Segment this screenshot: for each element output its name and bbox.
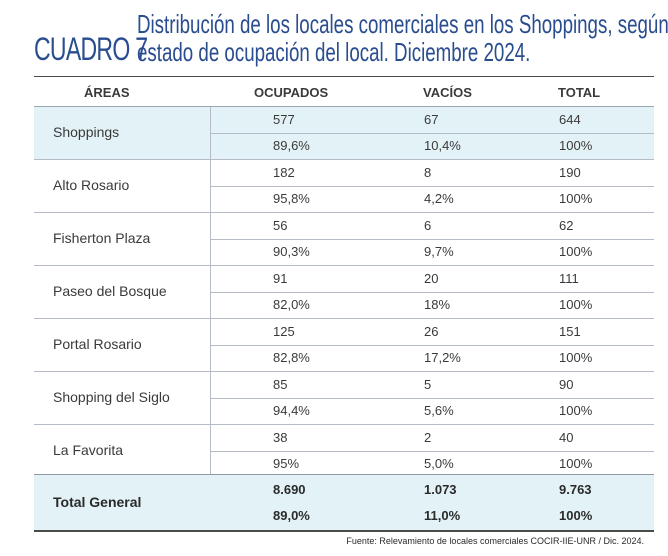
vacios-count: 2 xyxy=(424,430,432,445)
table-header-block: CUADRO 7 Distribución de los locales com… xyxy=(34,9,668,68)
vacios-pct: 17,2% xyxy=(424,350,461,365)
total-vacios-pct: 11,0% xyxy=(424,508,461,523)
divider xyxy=(210,133,654,134)
total-label: Total General xyxy=(53,494,142,510)
table-row: Fisherton Plaza 56 6 62 90,3% 9,7% 100% xyxy=(34,213,654,266)
vacios-pct: 5,6% xyxy=(424,403,454,418)
total-count: 62 xyxy=(559,218,574,233)
vacios-pct: 18% xyxy=(424,297,451,312)
total-total-pct: 100% xyxy=(559,508,593,523)
vacios-pct: 5,0% xyxy=(424,456,454,471)
title-line-2: estado de ocupación del local. Diciembre… xyxy=(137,37,531,67)
total-count: 151 xyxy=(559,324,581,339)
total-ocupados-pct: 89,0% xyxy=(273,508,310,523)
col-header-total: TOTAL xyxy=(558,85,601,100)
ocupados-count: 56 xyxy=(273,218,288,233)
total-count: 111 xyxy=(559,271,579,286)
vacios-pct: 4,2% xyxy=(424,191,454,206)
vacios-count: 8 xyxy=(424,165,432,180)
table-row: Alto Rosario 182 8 190 95,8% 4,2% 100% xyxy=(34,160,654,213)
table-row: Shopping del Siglo 85 5 90 94,4% 5,6% 10… xyxy=(34,372,654,425)
ocupados-pct: 82,8% xyxy=(273,350,310,365)
area-name: La Favorita xyxy=(53,442,124,458)
title-line-1: Distribución de los locales comerciales … xyxy=(137,9,668,39)
ocupados-pct: 94,4% xyxy=(273,403,310,418)
ocupados-count: 38 xyxy=(273,430,288,445)
ocupados-count: 91 xyxy=(273,271,288,286)
ocupados-pct: 89,6% xyxy=(273,138,310,153)
total-count: 644 xyxy=(559,112,581,127)
area-name: Shoppings xyxy=(53,124,120,140)
divider xyxy=(210,239,654,240)
source-note: Fuente: Relevamiento de locales comercia… xyxy=(346,536,644,546)
total-vacios-count: 1.073 xyxy=(424,482,457,497)
ocupados-pct: 90,3% xyxy=(273,244,310,259)
vacios-count: 26 xyxy=(424,324,439,339)
area-name: Shopping del Siglo xyxy=(53,389,170,405)
vacios-pct: 9,7% xyxy=(424,244,454,259)
table-row: Paseo del Bosque 91 20 111 82,0% 18% 100… xyxy=(34,266,654,319)
table-title: Distribución de los locales comerciales … xyxy=(137,9,668,67)
table-row: Shoppings 577 67 644 89,6% 10,4% 100% xyxy=(34,107,654,160)
col-header-vacios: VACÍOS xyxy=(423,85,472,100)
total-general-row: Total General 8.690 1.073 9.763 89,0% 11… xyxy=(34,474,654,532)
ocupados-pct: 82,0% xyxy=(273,297,310,312)
divider xyxy=(210,345,654,346)
total-pct: 100% xyxy=(559,191,593,206)
divider xyxy=(210,425,211,474)
total-count: 90 xyxy=(559,377,574,392)
total-ocupados-count: 8.690 xyxy=(273,482,306,497)
total-pct: 100% xyxy=(559,297,593,312)
divider xyxy=(210,398,654,399)
total-total-count: 9.763 xyxy=(559,482,592,497)
area-name: Paseo del Bosque xyxy=(53,283,167,299)
total-pct: 100% xyxy=(559,456,593,471)
ocupados-count: 125 xyxy=(273,324,295,339)
vacios-pct: 10,4% xyxy=(424,138,461,153)
vacios-count: 6 xyxy=(424,218,432,233)
area-name: Alto Rosario xyxy=(53,177,130,193)
divider xyxy=(210,292,654,293)
table-row: La Favorita 38 2 40 95% 5,0% 100% xyxy=(34,425,654,474)
column-header-row: ÁREAS OCUPADOS VACÍOS TOTAL xyxy=(34,77,654,107)
ocupados-count: 182 xyxy=(273,165,295,180)
total-pct: 100% xyxy=(559,244,593,259)
total-count: 190 xyxy=(559,165,581,180)
vacios-count: 67 xyxy=(424,112,439,127)
divider xyxy=(210,186,654,187)
col-header-ocupados: OCUPADOS xyxy=(254,85,329,100)
divider xyxy=(210,451,654,452)
vacios-count: 5 xyxy=(424,377,432,392)
area-name: Portal Rosario xyxy=(53,336,142,352)
ocupados-pct: 95% xyxy=(273,456,300,471)
ocupados-count: 577 xyxy=(273,112,295,127)
table-row: Portal Rosario 125 26 151 82,8% 17,2% 10… xyxy=(34,319,654,372)
total-pct: 100% xyxy=(559,138,593,153)
ocupados-count: 85 xyxy=(273,377,288,392)
vacios-count: 20 xyxy=(424,271,439,286)
table-number: CUADRO 7 xyxy=(34,31,148,67)
table-top-rule xyxy=(34,76,654,77)
col-header-areas: ÁREAS xyxy=(84,85,130,100)
area-name: Fisherton Plaza xyxy=(53,230,151,246)
total-pct: 100% xyxy=(559,403,593,418)
ocupados-pct: 95,8% xyxy=(273,191,310,206)
total-pct: 100% xyxy=(559,350,593,365)
total-count: 40 xyxy=(559,430,574,445)
